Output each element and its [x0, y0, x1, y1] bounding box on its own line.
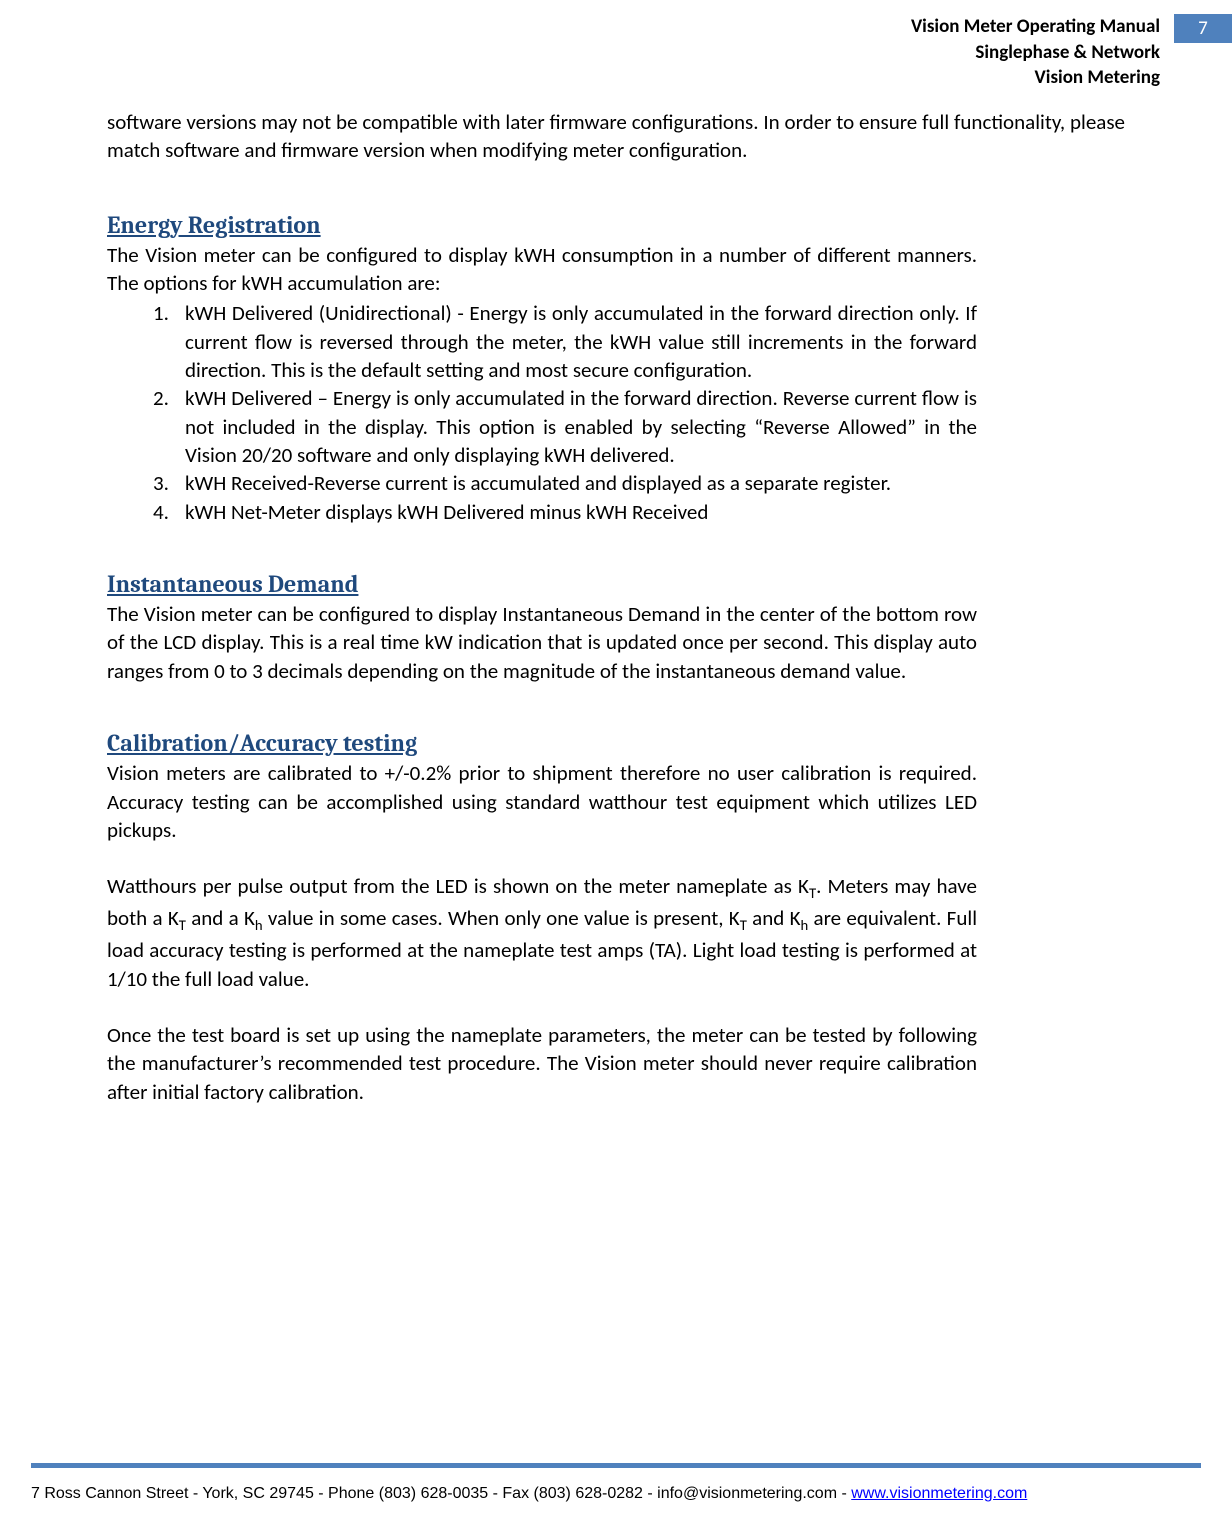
energy-intro-paragraph: The Vision meter can be configured to di…	[107, 241, 977, 298]
header-titles: Vision Meter Operating Manual Singlephas…	[911, 14, 1174, 91]
text-run: and a K	[186, 905, 255, 931]
heading-energy-registration: Energy Registration	[107, 211, 1125, 239]
text-run: Watthours per pulse output from the LED …	[107, 873, 809, 899]
calibration-paragraph-1: Vision meters are calibrated to +/-0.2% …	[107, 759, 977, 844]
list-item: kWH Delivered (Unidirectional) - Energy …	[107, 299, 977, 384]
heading-instantaneous-demand: Instantaneous Demand	[107, 570, 1125, 598]
calibration-paragraph-2: Watthours per pulse output from the LED …	[107, 872, 977, 993]
section-energy-registration: Energy Registration The Vision meter can…	[107, 211, 1125, 526]
text-run: value in some cases. When only one value…	[263, 905, 740, 931]
subscript: T	[740, 916, 747, 934]
paragraph-spacer	[107, 993, 1125, 1021]
text-run: and K	[747, 905, 801, 931]
header-line-1: Vision Meter Operating Manual	[911, 14, 1160, 40]
paragraph-spacer	[107, 844, 1125, 872]
heading-calibration: Calibration/Accuracy testing	[107, 729, 1125, 757]
header-line-2: Singlephase & Network	[911, 40, 1160, 66]
list-item: kWH Delivered – Energy is only accumulat…	[107, 384, 977, 469]
footer-divider	[31, 1463, 1201, 1468]
footer-link[interactable]: www.visionmetering.com	[851, 1485, 1027, 1502]
section-calibration: Calibration/Accuracy testing Vision mete…	[107, 729, 1125, 1106]
page-header: Vision Meter Operating Manual Singlephas…	[911, 14, 1232, 91]
subscript: T	[179, 916, 186, 934]
continuation-paragraph: software versions may not be compatible …	[107, 108, 1125, 165]
section-instantaneous-demand: Instantaneous Demand The Vision meter ca…	[107, 570, 1125, 685]
list-item: kWH Net-Meter displays kWH Delivered min…	[107, 498, 977, 526]
list-item: kWH Received-Reverse current is accumula…	[107, 469, 977, 497]
page-number-badge: 7	[1174, 14, 1232, 43]
calibration-paragraph-3: Once the test board is set up using the …	[107, 1021, 977, 1106]
page-content: software versions may not be compatible …	[107, 108, 1125, 1150]
footer-text: 7 Ross Cannon Street - York, SC 29745 - …	[31, 1485, 1027, 1503]
demand-paragraph: The Vision meter can be configured to di…	[107, 600, 977, 685]
subscript: h	[255, 916, 263, 934]
energy-options-list: kWH Delivered (Unidirectional) - Energy …	[107, 299, 977, 526]
footer-address: 7 Ross Cannon Street - York, SC 29745 - …	[31, 1485, 851, 1502]
header-line-3: Vision Metering	[911, 65, 1160, 91]
